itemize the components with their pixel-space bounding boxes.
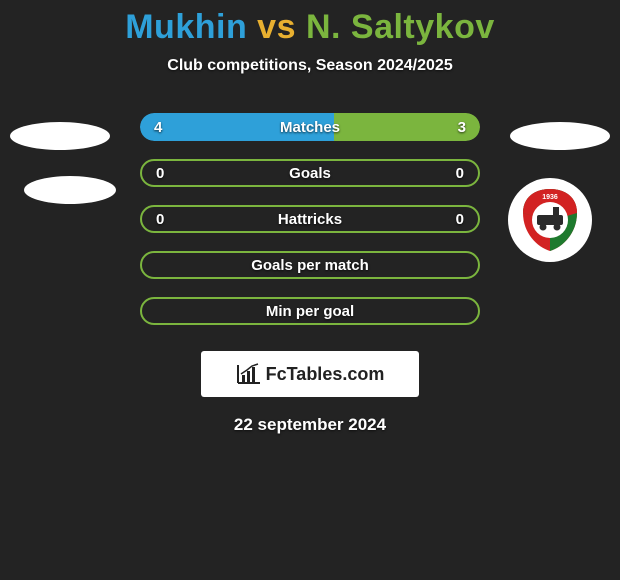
brand-attribution: FcTables.com [201, 351, 419, 397]
stat-value-right: 0 [456, 165, 464, 182]
player1-avatar [10, 122, 110, 150]
stat-label: Matches [140, 119, 480, 136]
lokomotiv-badge-icon: 1936 [515, 185, 585, 255]
stat-label: Hattricks [142, 211, 478, 228]
player2-club-badge: 1936 [508, 178, 592, 262]
svg-text:1936: 1936 [542, 194, 558, 201]
stat-row: 0Hattricks0 [140, 205, 480, 233]
player1-name: Mukhin [125, 8, 247, 46]
vs-word: vs [257, 8, 296, 46]
stat-row: 4Matches3 [140, 113, 480, 141]
stat-value-right: 3 [458, 119, 466, 136]
player2-name: N. Saltykov [306, 8, 495, 46]
stat-row: 0Goals0 [140, 159, 480, 187]
season-subtitle: Club competitions, Season 2024/2025 [0, 57, 620, 75]
stat-row: Min per goal [140, 297, 480, 325]
comparison-title: Mukhin vs N. Saltykov [0, 0, 620, 47]
stat-label: Goals [142, 165, 478, 182]
stat-label: Goals per match [142, 257, 478, 274]
brand-text: FcTables.com [266, 364, 385, 385]
snapshot-date: 22 september 2024 [0, 415, 620, 435]
stat-row: Goals per match [140, 251, 480, 279]
stats-container: 4Matches30Goals00Hattricks0Goals per mat… [140, 113, 480, 325]
stat-label: Min per goal [142, 303, 478, 320]
stat-value-right: 0 [456, 211, 464, 228]
brand-chart-icon [236, 363, 262, 385]
player2-avatar [510, 122, 610, 150]
player1-club-badge [24, 176, 116, 204]
